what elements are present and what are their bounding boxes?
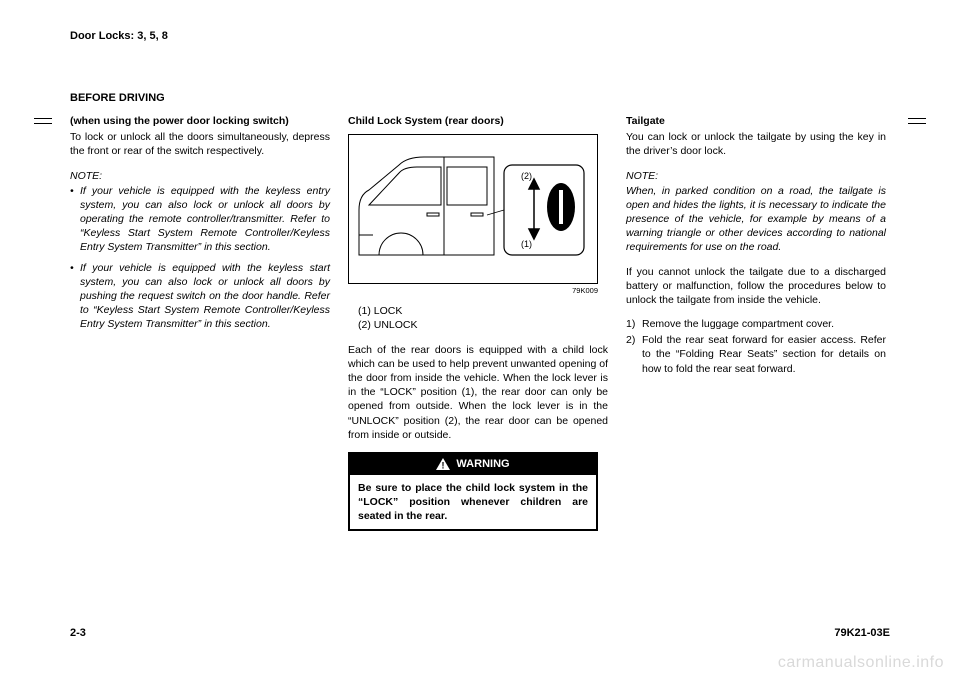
legend-item: (2) UNLOCK bbox=[348, 318, 608, 332]
warning-title-text: WARNING bbox=[456, 457, 509, 472]
page-number: 2-3 bbox=[70, 627, 86, 639]
col2-title: Child Lock System (rear doors) bbox=[348, 114, 608, 128]
warning-body: Be sure to place the child lock system i… bbox=[350, 475, 596, 530]
col3-title: Tailgate bbox=[626, 114, 886, 128]
bullet-icon: • bbox=[70, 184, 80, 255]
list-item: 2) Fold the rear seat forward for easier… bbox=[626, 333, 886, 376]
column-3: Tailgate You can lock or unlock the tail… bbox=[626, 114, 886, 531]
warning-icon: ! bbox=[436, 458, 450, 470]
column-2: Child Lock System (rear doors) bbox=[348, 114, 608, 531]
section-title: BEFORE DRIVING bbox=[70, 92, 890, 104]
step-text: Fold the rear seat forward for easier ac… bbox=[642, 333, 886, 376]
watermark: carmanualsonline.info bbox=[778, 654, 944, 672]
col3-note-body: When, in parked condition on a road, the… bbox=[626, 184, 886, 255]
legend-item: (1) LOCK bbox=[348, 304, 608, 318]
step-text: Remove the luggage compartment cover. bbox=[642, 317, 886, 331]
col3-note-head: NOTE: bbox=[626, 169, 886, 183]
crop-tick bbox=[34, 123, 52, 124]
column-1: (when using the power door locking switc… bbox=[70, 114, 330, 531]
col1-subhead: (when using the power door locking switc… bbox=[70, 114, 330, 128]
svg-text:!: ! bbox=[442, 461, 445, 471]
bullet-text: If your vehicle is equipped with the key… bbox=[80, 184, 330, 255]
list-item: • If your vehicle is equipped with the k… bbox=[70, 261, 330, 332]
child-lock-figure: (2) (1) bbox=[348, 134, 598, 284]
figure-ref: 79K009 bbox=[348, 286, 598, 296]
col3-p2: If you cannot unlock the tailgate due to… bbox=[626, 265, 886, 308]
col1-p1: To lock or unlock all the doors simultan… bbox=[70, 130, 330, 158]
content-columns: (when using the power door locking switc… bbox=[70, 114, 890, 531]
doc-code: 79K21-03E bbox=[834, 627, 890, 639]
crop-tick bbox=[34, 118, 52, 119]
col1-note-head: NOTE: bbox=[70, 169, 330, 183]
col3-p1: You can lock or unlock the tailgate by u… bbox=[626, 130, 886, 158]
col1-bullets: • If your vehicle is equipped with the k… bbox=[70, 184, 330, 332]
col2-p1: Each of the rear doors is equipped with … bbox=[348, 343, 608, 442]
fig-label-1: (1) bbox=[521, 239, 532, 249]
bullet-text: If your vehicle is equipped with the key… bbox=[80, 261, 330, 332]
fig-label-2: (2) bbox=[521, 171, 532, 181]
warning-box: ! WARNING Be sure to place the child loc… bbox=[348, 452, 598, 531]
page-top-header: Door Locks: 3, 5, 8 bbox=[70, 30, 890, 42]
crop-tick bbox=[908, 118, 926, 119]
step-number: 1) bbox=[626, 317, 642, 331]
manual-page: Door Locks: 3, 5, 8 BEFORE DRIVING (when… bbox=[70, 30, 890, 645]
list-item: • If your vehicle is equipped with the k… bbox=[70, 184, 330, 255]
warning-title-bar: ! WARNING bbox=[350, 454, 596, 475]
figure-legend: (1) LOCK (2) UNLOCK bbox=[348, 304, 608, 332]
bullet-icon: • bbox=[70, 261, 80, 332]
list-item: 1) Remove the luggage compartment cover. bbox=[626, 317, 886, 331]
step-number: 2) bbox=[626, 333, 642, 376]
col3-steps: 1) Remove the luggage compartment cover.… bbox=[626, 317, 886, 376]
crop-tick bbox=[908, 123, 926, 124]
vehicle-door-illustration: (2) (1) bbox=[349, 135, 599, 285]
